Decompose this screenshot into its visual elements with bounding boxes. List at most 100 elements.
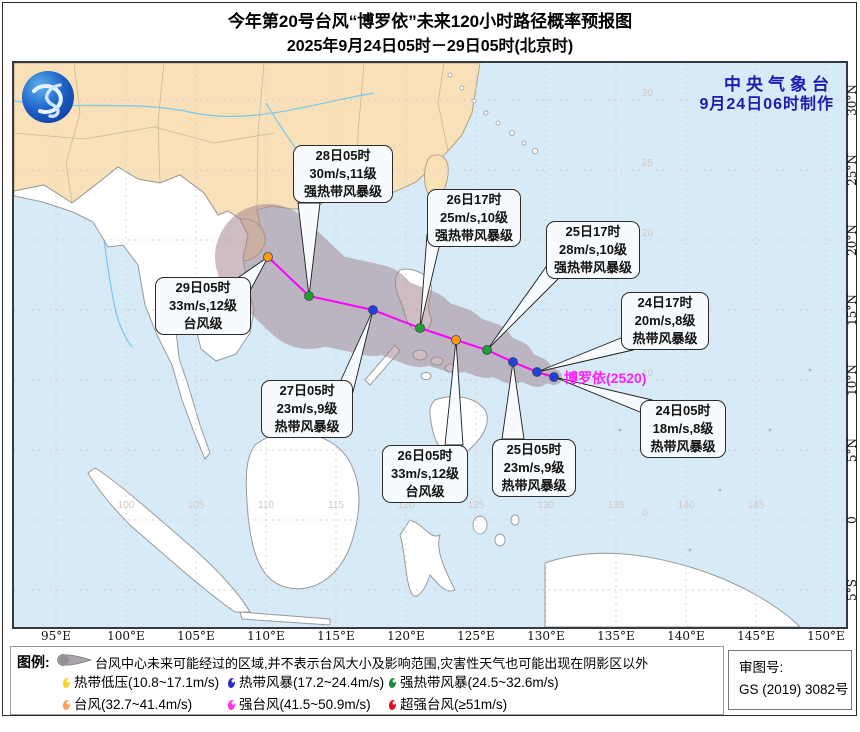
lb-time: 24日05时 xyxy=(655,403,711,418)
lat-axis-label: 10°N xyxy=(845,364,859,396)
landmass-newguinea xyxy=(544,552,801,627)
lb-cat: 强热带风暴级 xyxy=(434,228,513,243)
lon-axis-label: 110°E xyxy=(247,629,285,643)
survey-label: 审图号: xyxy=(739,660,784,675)
legend-dot-icon xyxy=(62,677,71,689)
legend-item-3: 台风(32.7~41.4m/s) xyxy=(62,693,192,712)
forecast-label-3: 25日17时 28m/s,10级 强热带风暴级 xyxy=(546,221,640,279)
forecast-label-1: 24日17时 20m/s,8级 热带风暴级 xyxy=(621,292,709,350)
svg-text:120: 120 xyxy=(398,500,415,511)
ryukyu-islands xyxy=(447,72,539,155)
legend-dot-icon xyxy=(388,677,397,689)
lat-axis-label: 0 xyxy=(845,516,859,524)
lb-wind: 33m/s,12级 xyxy=(391,466,459,481)
track-point-7 xyxy=(304,291,314,301)
svg-text:105: 105 xyxy=(188,500,205,511)
lon-axis-label: 120°E xyxy=(387,629,425,643)
agency-name: 中央气象台 xyxy=(724,75,834,94)
lat-axis-label: 30°N xyxy=(845,84,859,116)
province-borders xyxy=(14,63,449,211)
lb-time: 26日17时 xyxy=(446,192,502,207)
forecast-label-4: 26日05时 33m/s,12级 台风级 xyxy=(382,445,468,503)
forecast-label-7: 28日05时 30m/s,11级 强热带风暴级 xyxy=(293,145,393,203)
legend-item-1: 热带风暴(17.2~24.4m/s) xyxy=(227,671,384,690)
page-title: 今年第20号台风“博罗依”未来120小时路径概率预报图 xyxy=(227,12,633,31)
svg-text:0: 0 xyxy=(642,508,648,519)
lb-wind: 20m/s,8级 xyxy=(634,313,696,328)
lat-axis-label: 15°N xyxy=(845,294,859,326)
lb-cat: 强热带风暴级 xyxy=(303,184,382,199)
legend-item-label: 超强台风(≥51m/s) xyxy=(400,697,508,712)
track-point-3 xyxy=(482,345,492,355)
lb-time: 25日17时 xyxy=(565,224,621,239)
lb-cat: 热带风暴级 xyxy=(632,331,698,346)
svg-text:140: 140 xyxy=(678,500,695,511)
lon-axis-label: 130°E xyxy=(527,629,565,643)
svg-text:135: 135 xyxy=(608,500,625,511)
lb-wind: 28m/s,10级 xyxy=(559,242,627,257)
outer-frame xyxy=(2,2,857,716)
forecast-label-5: 26日17时 25m/s,10级 强热带风暴级 xyxy=(427,189,521,247)
svg-text:130: 130 xyxy=(538,500,555,511)
legend-item-label: 热带低压(10.8~17.1m/s) xyxy=(74,675,220,690)
lat-axis-label: 25°N xyxy=(845,154,859,186)
agency-issue-time: 9月24日06时制作 xyxy=(699,96,834,113)
survey-number: GS (2019) 3082号 xyxy=(739,682,849,697)
lb-time: 27日05时 xyxy=(279,383,335,398)
lb-wind: 23m/s,9级 xyxy=(503,460,565,475)
svg-text:110: 110 xyxy=(258,500,274,511)
svg-text:25: 25 xyxy=(642,158,654,169)
lat-axis-label: 5°S xyxy=(845,579,859,601)
lb-wind: 18m/s,8级 xyxy=(652,421,714,436)
legend-cone-note: 台风中心未来可能经过的区域,并不表示台风大小及影响范围,灾害性天气也可能出现在阴… xyxy=(95,656,649,671)
legend-dot-icon xyxy=(388,699,397,711)
cone-legend-icon xyxy=(57,654,93,666)
legend: 图例: 台风中心未来可能经过的区域,并不表示台风大小及影响范围,灾害性天气也可能… xyxy=(10,646,724,715)
track-point-8 xyxy=(263,252,273,262)
legend-item-5: 超强台风(≥51m/s) xyxy=(388,693,507,712)
lb-wind: 25m/s,10级 xyxy=(440,210,508,225)
lon-axis-label: 105°E xyxy=(177,629,215,643)
lb-cat: 台风级 xyxy=(183,316,223,331)
landmass-sulawesi xyxy=(399,519,456,597)
landmass-java xyxy=(239,611,331,626)
lon-axis-label: 95°E xyxy=(40,629,72,643)
cma-logo-icon xyxy=(22,71,74,123)
lat-axis-label: 5°N xyxy=(845,437,859,463)
lat-axis-label: 20°N xyxy=(845,224,859,256)
track-point-4 xyxy=(451,335,461,345)
svg-text:20: 20 xyxy=(642,228,654,239)
lon-axis-label: 135°E xyxy=(597,629,635,643)
legend-dot-icon xyxy=(62,699,71,711)
lb-time: 29日05时 xyxy=(175,280,231,295)
svg-text:145: 145 xyxy=(748,500,765,511)
lb-time: 24日17时 xyxy=(637,295,693,310)
track-points xyxy=(263,252,559,382)
legend-item-label: 台风(32.7~41.4m/s) xyxy=(74,697,193,712)
legend-item-0: 热带低压(10.8~17.1m/s) xyxy=(62,671,219,690)
track-point-1 xyxy=(532,367,542,377)
svg-text:10: 10 xyxy=(642,368,654,379)
legend-item-label: 热带风暴(17.2~24.4m/s) xyxy=(239,675,385,690)
lon-axis-label: 140°E xyxy=(667,629,705,643)
lb-time: 28日05时 xyxy=(315,148,371,163)
lb-cat: 热带风暴级 xyxy=(274,419,340,434)
svg-text:30: 30 xyxy=(642,88,654,99)
legend-dot-icon xyxy=(227,699,236,711)
lb-cat: 热带风暴级 xyxy=(501,478,567,493)
landmass-moluccas xyxy=(472,514,520,547)
page-subtitle: 2025年9月24日05时－29日05时(北京时) xyxy=(286,38,574,55)
basemap-svg: 3025201510501001051101151201251301351401… xyxy=(14,63,846,627)
lon-axis-label: 100°E xyxy=(107,629,145,643)
track-point-0 xyxy=(549,372,559,382)
forecast-label-0: 24日05时 18m/s,8级 热带风暴级 xyxy=(640,400,726,458)
lb-time: 25日05时 xyxy=(506,442,562,457)
forecast-label-2: 25日05时 23m/s,9级 热带风暴级 xyxy=(492,439,576,497)
landmass-borneo xyxy=(245,431,360,590)
svg-text:100: 100 xyxy=(118,500,135,511)
legend-item-label: 强热带风暴(24.5~32.6m/s) xyxy=(400,675,559,690)
lb-cat: 强热带风暴级 xyxy=(553,260,632,275)
legend-item-label: 强台风(41.5~50.9m/s) xyxy=(239,697,371,712)
lon-axis-label: 145°E xyxy=(737,629,775,643)
